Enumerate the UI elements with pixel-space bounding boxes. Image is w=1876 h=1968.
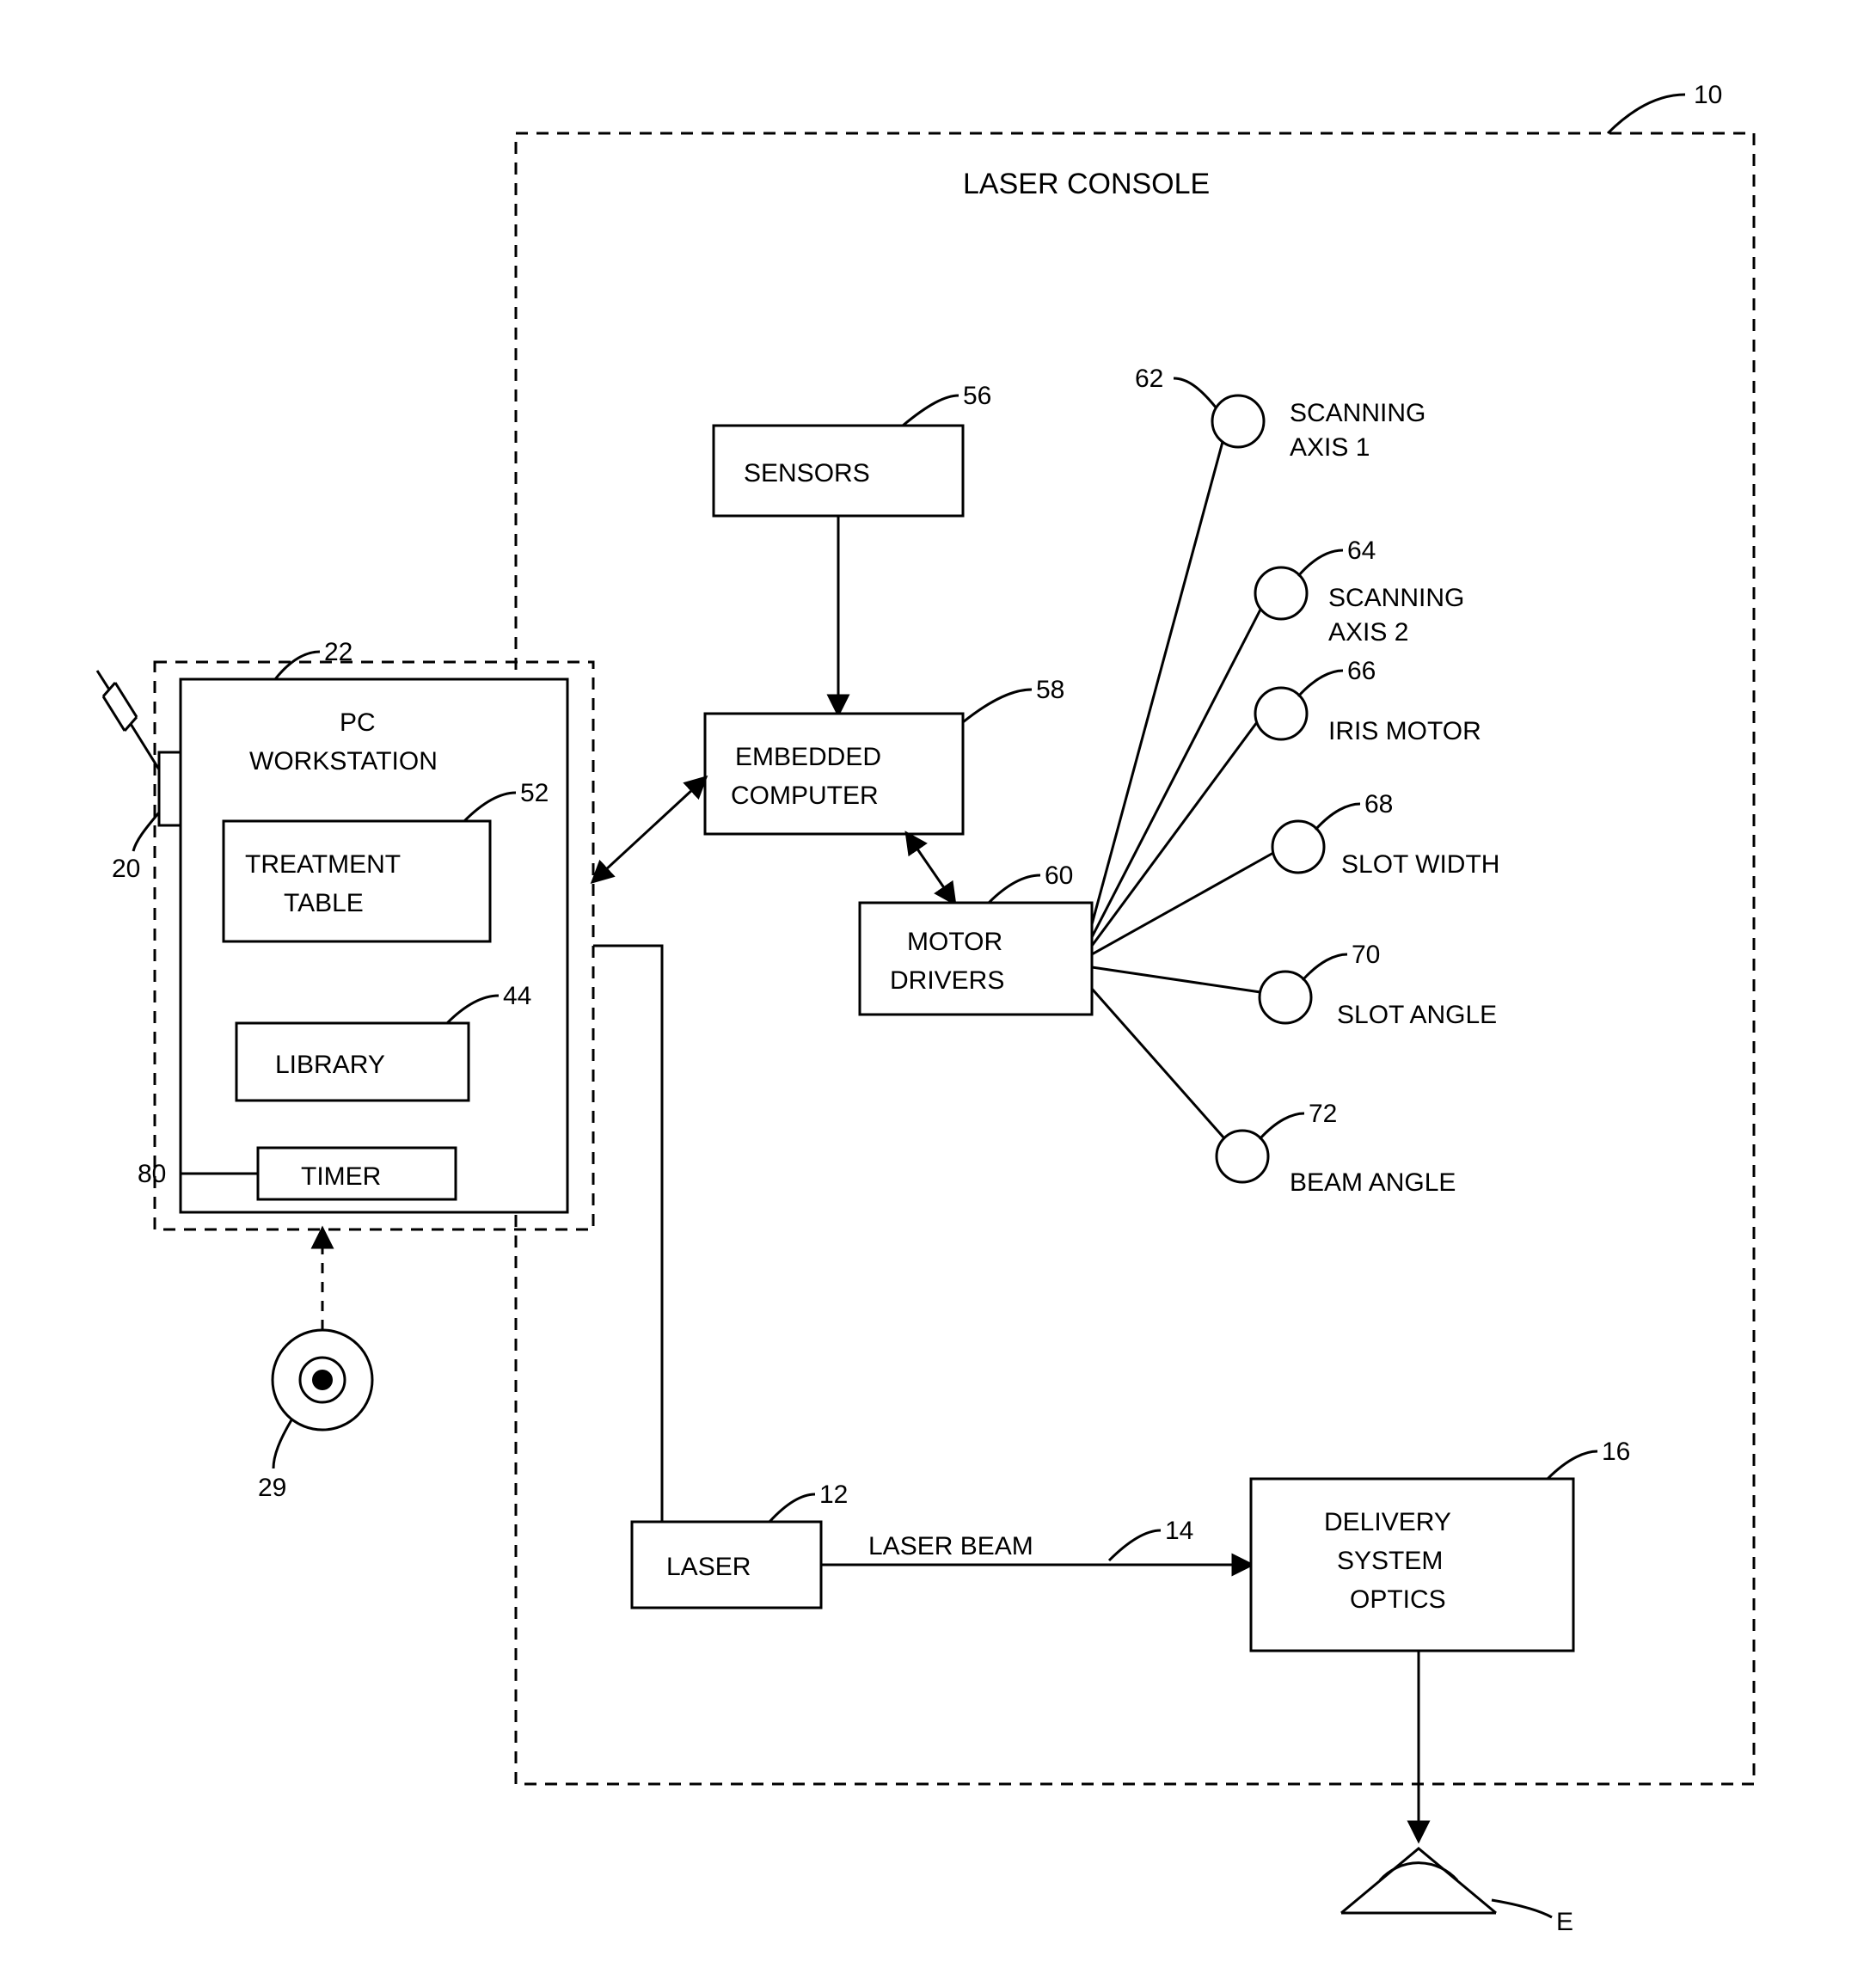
ref-leader-64 <box>1298 550 1343 576</box>
sensors-label: SENSORS <box>744 459 870 487</box>
ref-leader-14 <box>1109 1530 1161 1560</box>
ref-leader-62 <box>1174 378 1217 408</box>
embedded-label-1: EMBEDDED <box>735 743 881 771</box>
delivery-label-3: OPTICS <box>1350 1585 1446 1614</box>
ref-leader-72 <box>1260 1113 1304 1139</box>
disc-icon <box>273 1330 372 1430</box>
slota-label: SLOT ANGLE <box>1337 1001 1497 1029</box>
eye-icon <box>1341 1848 1496 1913</box>
pc-port <box>159 752 181 825</box>
edge-motor-ax1 <box>1092 442 1223 924</box>
edge-embedded-motor <box>907 834 954 903</box>
motor-label-2: DRIVERS <box>890 966 1004 995</box>
ref-leader-E <box>1492 1900 1552 1917</box>
pc-label-2: WORKSTATION <box>249 747 438 776</box>
ref-66: 66 <box>1347 657 1376 685</box>
delivery-label-1: DELIVERY <box>1324 1508 1451 1536</box>
ref-12: 12 <box>819 1481 848 1509</box>
treatment-label-1: TREATMENT <box>245 850 401 879</box>
edge-pc-laser <box>593 946 662 1522</box>
embedded-label-2: COMPUTER <box>731 782 879 810</box>
iris-label: IRIS MOTOR <box>1328 717 1481 745</box>
ref-leader-58 <box>963 690 1032 722</box>
ref-leader-68 <box>1315 804 1360 830</box>
library-label: LIBRARY <box>275 1051 385 1079</box>
ref-20: 20 <box>112 855 140 883</box>
ref-70: 70 <box>1352 941 1380 969</box>
ref-leader-29 <box>273 1419 292 1468</box>
timer-label: TIMER <box>301 1162 381 1191</box>
ref-leader-10 <box>1608 95 1685 133</box>
ref-72: 72 <box>1309 1100 1337 1128</box>
ax1-label-b: AXIS 1 <box>1290 433 1370 462</box>
ref-64: 64 <box>1347 536 1376 565</box>
ref-52: 52 <box>520 779 549 807</box>
ax2-label-b: AXIS 2 <box>1328 618 1408 647</box>
ref-22: 22 <box>324 638 353 666</box>
ref-62: 62 <box>1135 365 1163 393</box>
treatment-table-box <box>224 821 490 941</box>
ref-leader-22 <box>275 652 320 679</box>
laser-label: LASER <box>666 1553 751 1581</box>
ref-leader-12 <box>769 1494 815 1522</box>
ref-leader-60 <box>989 875 1040 903</box>
slotw-label: SLOT WIDTH <box>1341 850 1499 879</box>
laser-console-title: LASER CONSOLE <box>963 168 1210 200</box>
ref-60: 60 <box>1045 861 1073 890</box>
edge-motor-beam <box>1092 989 1224 1138</box>
ref-leader-70 <box>1303 954 1347 980</box>
edge-pc-embedded <box>593 778 705 881</box>
treatment-label-2: TABLE <box>284 889 364 917</box>
laser-beam-label: LASER BEAM <box>868 1532 1033 1560</box>
ref-29: 29 <box>258 1474 286 1502</box>
edge-motor-ax2 <box>1092 610 1260 937</box>
ax2-label-a: SCANNING <box>1328 584 1464 612</box>
ref-leader-56 <box>903 395 959 426</box>
embedded-computer-box <box>705 714 963 834</box>
ref-leader-66 <box>1298 671 1343 696</box>
delivery-label-2: SYSTEM <box>1337 1547 1443 1575</box>
pc-label-1: PC <box>340 708 376 737</box>
ref-68: 68 <box>1364 790 1393 818</box>
ref-14: 14 <box>1165 1517 1193 1545</box>
ref-16: 16 <box>1602 1438 1630 1466</box>
ref-leader-16 <box>1548 1451 1597 1479</box>
beam-label: BEAM ANGLE <box>1290 1168 1456 1197</box>
ref-E: E <box>1556 1908 1573 1936</box>
stylus-icon <box>97 671 159 769</box>
ax1-label-a: SCANNING <box>1290 399 1425 427</box>
ref-58: 58 <box>1036 676 1064 704</box>
edge-motor-slotw <box>1092 853 1273 954</box>
ref-44: 44 <box>503 982 531 1010</box>
ref-10: 10 <box>1694 81 1722 109</box>
node-scanning-axis-1 <box>1212 395 1264 447</box>
ref-80: 80 <box>138 1160 166 1188</box>
edge-motor-slota <box>1092 967 1260 992</box>
motor-label-1: MOTOR <box>907 928 1002 956</box>
motor-drivers-box <box>860 903 1092 1015</box>
ref-56: 56 <box>963 382 991 410</box>
